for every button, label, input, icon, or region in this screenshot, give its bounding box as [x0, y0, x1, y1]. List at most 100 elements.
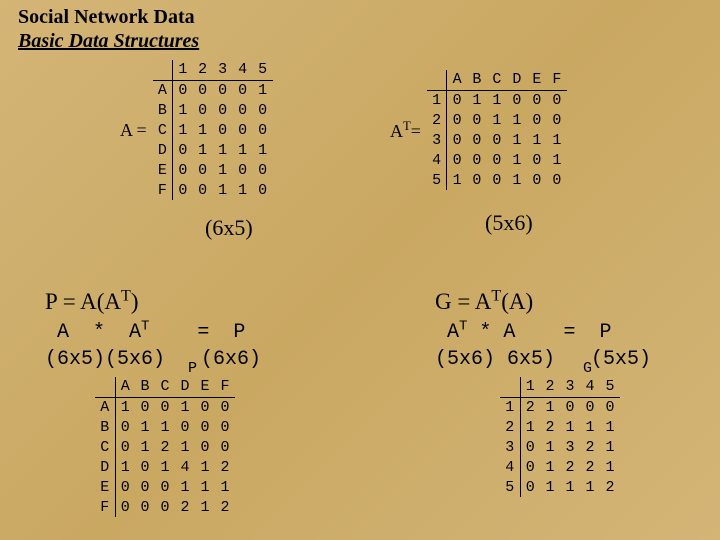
matrix-corner: [427, 70, 447, 90]
matrix-cell: 1: [233, 140, 253, 160]
matrix-cell: 0: [173, 140, 193, 160]
matrix-cell: 0: [527, 170, 547, 190]
matrix-cell: 0: [175, 417, 195, 437]
matrix-cell: 0: [520, 437, 540, 457]
matrix-cell: 1: [213, 160, 233, 180]
matrix-cell: 0: [115, 437, 135, 457]
matrix-row-header: 1: [427, 90, 447, 110]
matrix-col-header: D: [175, 377, 195, 397]
matrix-cell: 1: [175, 477, 195, 497]
matrix-col-header: 5: [253, 60, 273, 80]
matrix-at-label: AT=: [390, 119, 421, 142]
matrix-cell: 0: [547, 170, 567, 190]
matrix-p-title: P: [150, 360, 235, 377]
matrix-row-header: B: [153, 100, 173, 120]
matrix-a-label: A =: [120, 120, 147, 141]
matrix-row-header: 4: [427, 150, 447, 170]
matrix-cell: 0: [487, 170, 507, 190]
matrix-cell: 0: [447, 110, 467, 130]
matrix-cell: 1: [155, 417, 175, 437]
matrix-col-header: C: [487, 70, 507, 90]
matrix-cell: 1: [233, 180, 253, 200]
matrix-row-header: 1: [500, 397, 520, 417]
matrix-cell: 0: [560, 397, 580, 417]
matrix-p: ABCDEFA100100B011000C012100D101412E00011…: [95, 377, 235, 517]
matrix-cell: 1: [520, 417, 540, 437]
matrix-col-header: 2: [540, 377, 560, 397]
matrix-col-header: A: [447, 70, 467, 90]
matrix-cell: 2: [560, 457, 580, 477]
matrix-col-header: F: [547, 70, 567, 90]
matrix-cell: 0: [193, 100, 213, 120]
matrix-cell: 1: [540, 397, 560, 417]
matrix-cell: 2: [600, 477, 620, 497]
matrix-cell: 1: [507, 110, 527, 130]
matrix-cell: 1: [135, 417, 155, 437]
matrix-cell: 0: [520, 477, 540, 497]
matrix-row-header: 3: [427, 130, 447, 150]
matrix-cell: 0: [155, 477, 175, 497]
matrix-cell: 0: [487, 130, 507, 150]
matrix-cell: 0: [213, 100, 233, 120]
matrix-cell: 1: [507, 170, 527, 190]
matrix-row-header: 3: [500, 437, 520, 457]
matrix-row-header: 2: [427, 110, 447, 130]
matrix-cell: 0: [215, 397, 235, 417]
matrix-cell: 0: [547, 90, 567, 110]
matrix-cell: 0: [600, 397, 620, 417]
matrix-col-header: B: [135, 377, 155, 397]
matrix-cell: 0: [193, 160, 213, 180]
matrix-cell: 1: [253, 140, 273, 160]
matrix-cell: 0: [193, 80, 213, 100]
matrix-cell: 0: [447, 90, 467, 110]
matrix-cell: 0: [233, 80, 253, 100]
page-subtitle: Basic Data Structures: [18, 30, 199, 53]
matrix-col-header: C: [155, 377, 175, 397]
matrix-cell: 2: [580, 437, 600, 457]
matrix-cell: 1: [487, 110, 507, 130]
matrix-cell: 1: [193, 140, 213, 160]
matrix-cell: 1: [547, 150, 567, 170]
matrix-row-header: C: [95, 437, 115, 457]
matrix-cell: 1: [213, 180, 233, 200]
matrix-cell: 0: [115, 477, 135, 497]
matrix-cell: 0: [547, 110, 567, 130]
matrix-col-header: F: [215, 377, 235, 397]
matrix-cell: 0: [447, 130, 467, 150]
matrix-col-header: 2: [193, 60, 213, 80]
matrix-a-wrap: A = 12345A00001B10000C11000D01111E00100F…: [120, 60, 273, 200]
matrix-row-header: F: [95, 497, 115, 517]
matrix-cell: 1: [540, 437, 560, 457]
matrix-cell: 1: [173, 120, 193, 140]
matrix-cell: 0: [215, 417, 235, 437]
matrix-cell: 0: [155, 497, 175, 517]
matrix-cell: 1: [175, 437, 195, 457]
matrix-cell: 0: [195, 417, 215, 437]
matrix-row-header: A: [95, 397, 115, 417]
matrix-cell: 0: [233, 100, 253, 120]
p-equation: P = A(AT) A * AT = P (6x5)(5x6) (6x6): [45, 258, 261, 373]
matrix-row-header: D: [95, 457, 115, 477]
matrix-cell: 0: [233, 120, 253, 140]
matrix-cell: 0: [135, 397, 155, 417]
matrix-g-wrap: G 12345121000212111301321401221501112: [500, 360, 620, 497]
matrix-col-header: 1: [520, 377, 540, 397]
matrix-cell: 1: [580, 477, 600, 497]
matrix-cell: 1: [193, 120, 213, 140]
matrix-col-header: B: [467, 70, 487, 90]
matrix-cell: 1: [135, 437, 155, 457]
matrix-row-header: 5: [500, 477, 520, 497]
matrix-g: 12345121000212111301321401221501112: [500, 377, 620, 497]
matrix-col-header: 3: [560, 377, 580, 397]
matrix-cell: 1: [173, 100, 193, 120]
matrix-cell: 0: [253, 160, 273, 180]
matrix-cell: 0: [467, 150, 487, 170]
matrix-cell: 0: [193, 180, 213, 200]
matrix-cell: 0: [213, 80, 233, 100]
matrix-row-header: 2: [500, 417, 520, 437]
matrix-cell: 0: [527, 110, 547, 130]
matrix-col-header: D: [507, 70, 527, 90]
matrix-cell: 0: [507, 90, 527, 110]
matrix-cell: 1: [175, 397, 195, 417]
matrix-cell: 0: [215, 437, 235, 457]
